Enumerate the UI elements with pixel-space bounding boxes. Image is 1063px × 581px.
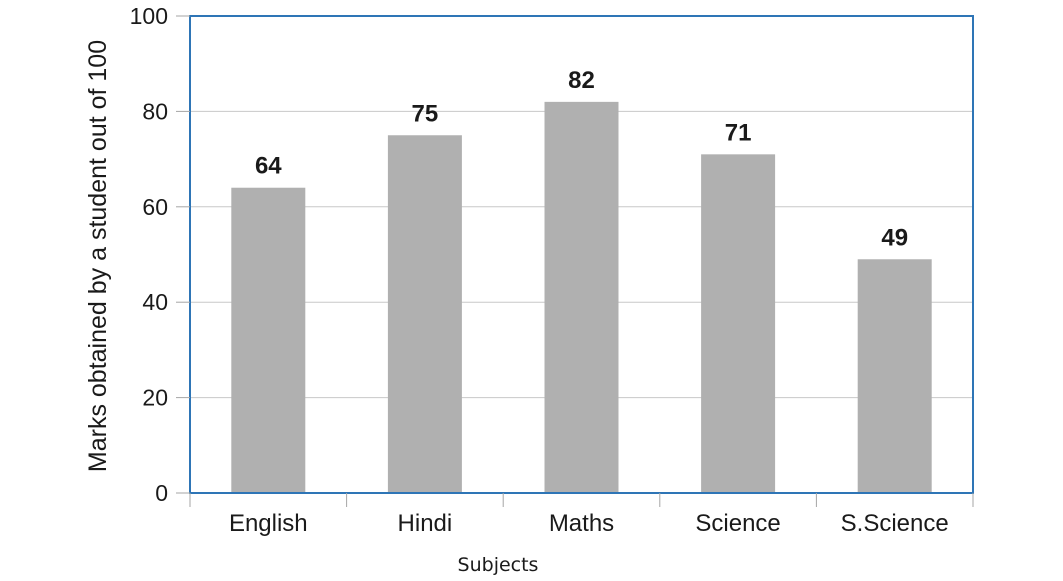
data-label: 64 (255, 153, 282, 180)
bar (544, 101, 619, 494)
bar (701, 154, 776, 493)
bars (231, 101, 932, 494)
y-tick-label: 40 (142, 289, 168, 315)
x-axis-ticks: English Hindi Maths Science S.Science (189, 493, 974, 537)
plot-border (189, 15, 974, 494)
bar (231, 187, 306, 493)
y-tick-label: 0 (155, 480, 168, 506)
plot-frame (189, 15, 974, 494)
x-tick-label: Hindi (398, 510, 453, 537)
y-axis-ticks: 0 20 40 60 80 100 (130, 3, 190, 506)
bar (857, 259, 932, 493)
x-tick-label: Science (695, 510, 780, 537)
data-label: 75 (412, 100, 439, 127)
y-tick-label: 80 (142, 98, 168, 124)
x-tick-label: S.Science (841, 510, 949, 537)
data-label: 71 (725, 119, 752, 146)
y-tick-label: 100 (130, 3, 168, 29)
y-tick-label: 60 (142, 194, 168, 220)
x-axis-label: Subjects (458, 554, 539, 576)
y-axis-label: Marks obtained by a student out of 100 (84, 40, 112, 472)
bar (387, 135, 462, 493)
x-tick-label: Maths (549, 510, 614, 537)
y-tick-label: 20 (142, 385, 168, 411)
x-tick-label: English (229, 510, 308, 537)
data-label: 49 (881, 224, 908, 251)
data-label: 82 (568, 67, 595, 94)
data-labels: 64 75 82 71 49 (255, 67, 908, 251)
